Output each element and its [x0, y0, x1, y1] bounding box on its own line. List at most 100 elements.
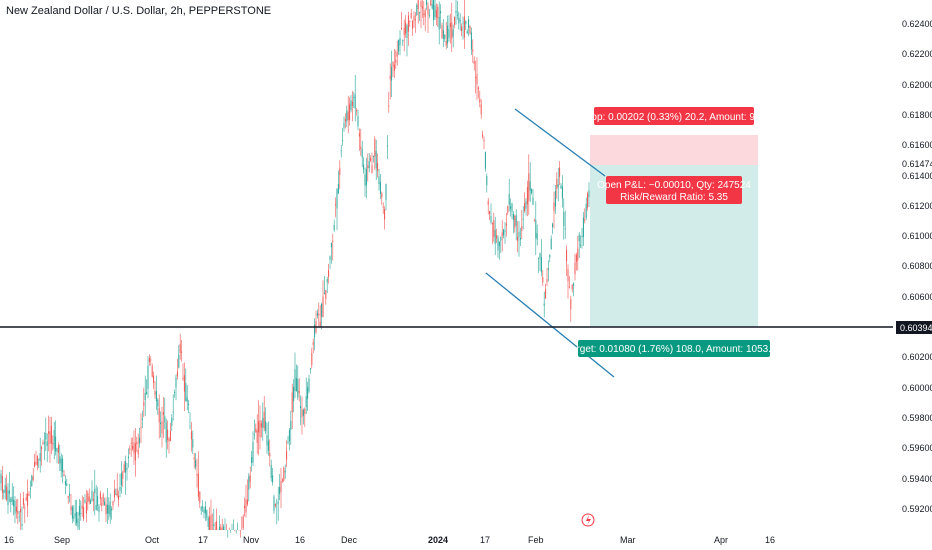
candle-body	[424, 10, 426, 18]
candle-body	[549, 254, 551, 258]
pnl-label[interactable]: Open P&L: −0.00010, Qty: 247524 Risk/Rew…	[597, 176, 751, 204]
stop-label[interactable]: Stop: 0.00202 (0.33%) 20.2, Amount: 990	[582, 107, 766, 125]
candle-body	[486, 176, 488, 186]
candle-body	[358, 133, 360, 137]
candle-body	[161, 421, 163, 434]
candle-body	[587, 193, 589, 208]
candle-body	[417, 0, 419, 10]
candle-body	[309, 368, 311, 370]
candle-body	[378, 176, 380, 185]
time-axis[interactable]: 16 Sep Oct 17 Nov 16 Dec 2024 17 Feb Mar…	[4, 535, 775, 545]
candle-body	[489, 211, 491, 214]
candle-body	[384, 209, 386, 220]
candle-body	[505, 223, 507, 226]
candle-body	[90, 500, 92, 504]
candle-body	[0, 473, 2, 484]
candle-body	[312, 342, 314, 345]
candle-body	[298, 390, 300, 394]
stop-zone[interactable]	[590, 135, 758, 165]
candle-body	[99, 493, 101, 499]
lightning-event-icon[interactable]	[581, 513, 595, 527]
candle-body	[420, 1, 422, 7]
candle-body	[290, 420, 292, 430]
candle-body	[301, 409, 303, 418]
target-label[interactable]: Target: 0.01080 (1.76%) 108.0, Amount: 1…	[566, 340, 783, 357]
candle-body	[21, 523, 23, 526]
candle-body	[524, 203, 526, 211]
price-tick: 0.61800	[902, 110, 932, 120]
candle-body	[158, 407, 160, 423]
candle-body	[35, 462, 37, 464]
candle-body	[522, 218, 524, 220]
candle-body	[531, 188, 533, 193]
candle-body	[189, 425, 191, 427]
candle-body	[318, 313, 320, 316]
candle-body	[546, 279, 548, 283]
candle-body	[71, 507, 73, 519]
candle-body	[274, 504, 276, 506]
candle-body	[396, 51, 398, 57]
candle-body	[504, 230, 506, 232]
price-tick: 0.61400	[902, 171, 932, 181]
candle-body	[210, 514, 212, 530]
time-label: 17	[480, 535, 490, 545]
candle-body	[507, 205, 509, 213]
candle-body	[304, 408, 306, 414]
candle-body	[160, 422, 162, 425]
price-axis[interactable]: 0.62400 0.62200 0.62000 0.61800 0.61600 …	[896, 19, 932, 514]
candle-body	[526, 186, 528, 205]
price-tick: 0.59400	[902, 474, 932, 484]
candle-body	[127, 456, 129, 459]
candle-body	[399, 38, 401, 46]
candle-body	[50, 425, 52, 444]
candle-body	[491, 223, 493, 225]
candle-body	[525, 200, 527, 209]
candle-body	[17, 510, 19, 514]
candle-body	[430, 0, 432, 6]
candle-body	[133, 442, 135, 454]
price-tick: 0.61000	[902, 231, 932, 241]
target-label-text: Target: 0.01080 (1.76%) 108.0, Amount: 1…	[566, 344, 783, 355]
candle-body	[27, 493, 29, 506]
price-tick: 0.62200	[902, 49, 932, 59]
candle-body	[459, 20, 461, 22]
candle-body	[577, 248, 579, 261]
candle-body	[386, 145, 388, 147]
candle-body	[186, 397, 188, 402]
candle-body	[154, 391, 156, 395]
candle-body	[182, 377, 184, 379]
candle-body	[102, 494, 104, 503]
candle-body	[325, 290, 327, 299]
candle-body	[192, 439, 194, 448]
candle-body	[316, 312, 318, 316]
candle-body	[398, 39, 400, 52]
candle-body	[137, 449, 139, 455]
candle-body	[120, 473, 122, 486]
candle-body	[350, 100, 352, 111]
channel-lower-line[interactable]	[485, 272, 615, 378]
candle-body	[356, 110, 358, 112]
candle-body	[406, 25, 408, 38]
candle-body	[493, 220, 495, 237]
candle-body	[374, 138, 376, 157]
channel-upper-line[interactable]	[514, 108, 606, 177]
candle-body	[361, 148, 363, 158]
candle-body	[363, 164, 365, 170]
candle-body	[119, 486, 121, 492]
candle-body	[498, 241, 500, 247]
price-tick: 0.59200	[902, 504, 932, 514]
candle-body	[60, 458, 62, 472]
candle-body	[510, 206, 512, 209]
candle-body	[564, 228, 566, 230]
candle-body	[372, 156, 374, 158]
candle-body	[302, 409, 304, 416]
candle-body	[349, 104, 351, 120]
candle-body	[139, 437, 141, 444]
time-label: 16	[765, 535, 775, 545]
candle-body	[426, 0, 428, 5]
candle-body	[171, 417, 173, 426]
candle-body	[7, 489, 9, 506]
candle-body	[343, 123, 345, 128]
price-tick: 0.62000	[902, 80, 932, 90]
